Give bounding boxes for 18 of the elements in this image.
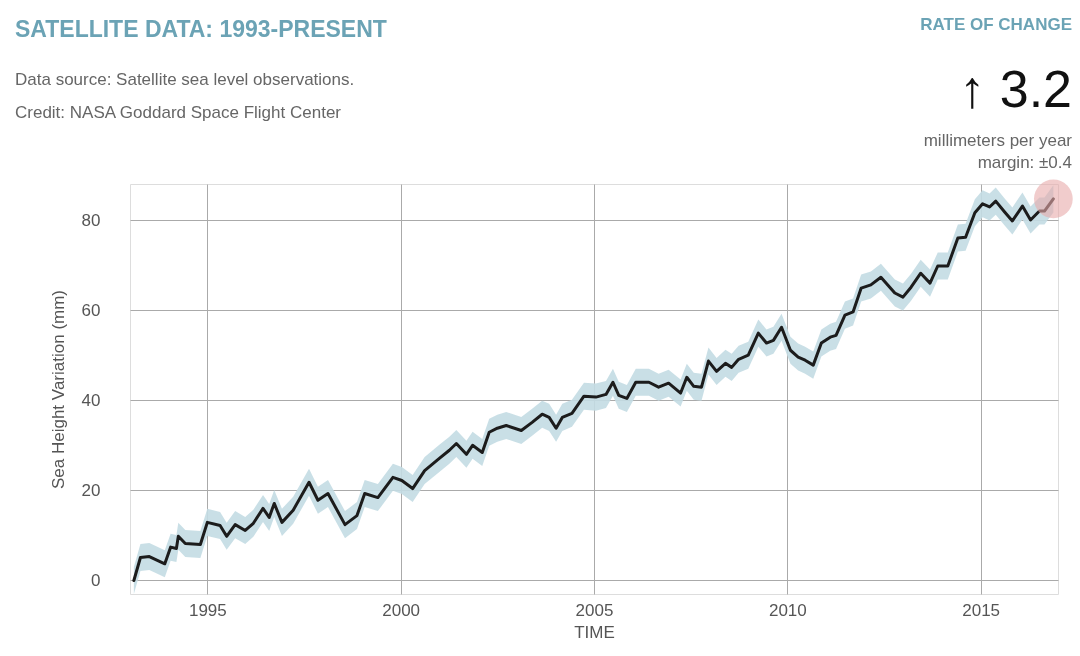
text: ↑ 3.2 (959, 60, 1072, 118)
x-tick-label: 2010 (768, 600, 807, 620)
chart-title: SATELLITE DATA: 1993-PRESENT (15, 16, 387, 42)
x-axis-title: TIME (574, 622, 615, 642)
y-tick-label: 40 (81, 390, 101, 410)
y-axis-title: Sea Height Variation (mm) (48, 289, 68, 490)
x-tick-label: 2015 (962, 600, 1001, 620)
text: millimeters per year (923, 131, 1073, 150)
chart-subtitle: Data source: Satellite sea level observations. Credit: NASA Goddard Space Flight Center (15, 70, 355, 122)
y-tick-label: 0 (91, 570, 101, 590)
x-tick-label: 1995 (188, 600, 227, 620)
x-tick-label: 2000 (382, 600, 421, 620)
y-tick-label: 80 (81, 210, 101, 230)
y-tick-label: 60 (81, 300, 101, 320)
y-tick-label: 20 (81, 480, 101, 500)
text: RATE OF CHANGE (920, 15, 1072, 34)
text: margin: ±0.4 (977, 153, 1072, 172)
x-tick-label: 2005 (575, 600, 614, 620)
